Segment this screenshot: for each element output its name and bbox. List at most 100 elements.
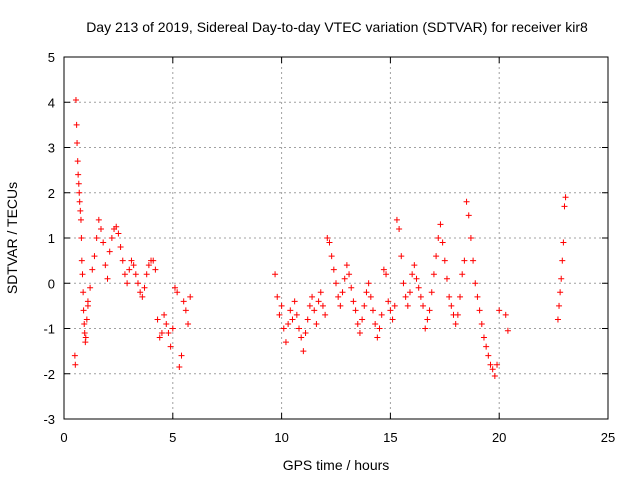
- data-point: [383, 271, 390, 278]
- data-point: [79, 271, 86, 278]
- data-point: [113, 223, 120, 230]
- data-point: [306, 302, 313, 309]
- data-point: [296, 325, 303, 332]
- data-point: [126, 266, 133, 273]
- data-point: [311, 307, 318, 314]
- data-point: [457, 293, 464, 300]
- data-point: [487, 361, 494, 368]
- data-point: [474, 293, 481, 300]
- data-point: [104, 275, 111, 282]
- data-point: [71, 352, 78, 359]
- data-point: [276, 311, 283, 318]
- data-point: [80, 307, 87, 314]
- y-tick-label: 4: [48, 95, 55, 110]
- data-point: [322, 311, 329, 318]
- data-point: [91, 253, 98, 260]
- data-point: [178, 352, 185, 359]
- data-point: [348, 284, 355, 291]
- data-point: [93, 235, 100, 241]
- data-point: [452, 320, 459, 327]
- data-point: [143, 271, 150, 278]
- data-point: [163, 320, 170, 327]
- data-point: [561, 203, 568, 210]
- data-point: [380, 266, 387, 273]
- data-point: [443, 275, 450, 282]
- x-axis-ticks: 0 5 10 15 20 25: [60, 57, 615, 445]
- data-point: [441, 257, 448, 264]
- data-point: [391, 302, 398, 309]
- data-point: [124, 280, 131, 287]
- data-point: [485, 352, 492, 359]
- data-point: [154, 316, 161, 323]
- data-point: [558, 275, 565, 282]
- data-point: [411, 262, 418, 269]
- data-point: [278, 302, 285, 309]
- data-point: [428, 289, 435, 296]
- data-point: [554, 316, 561, 323]
- data-point: [134, 280, 141, 287]
- data-point: [367, 293, 374, 300]
- data-point: [302, 330, 309, 337]
- data-point: [272, 271, 279, 278]
- data-point: [557, 289, 564, 296]
- data-point: [167, 343, 174, 350]
- data-point: [459, 271, 466, 278]
- data-point: [337, 302, 344, 309]
- data-point: [130, 262, 137, 269]
- data-point: [87, 284, 94, 291]
- grid-lines: [64, 57, 608, 419]
- data-point: [317, 289, 324, 296]
- data-point: [72, 361, 79, 368]
- data-point: [424, 316, 431, 323]
- data-point: [158, 330, 165, 337]
- data-point: [81, 320, 88, 327]
- data-point: [433, 253, 440, 260]
- data-point: [374, 334, 381, 341]
- data-point: [152, 266, 159, 273]
- data-point: [467, 235, 474, 241]
- y-tick-label: -1: [43, 322, 55, 337]
- data-point: [389, 316, 396, 323]
- data-point: [76, 189, 83, 196]
- data-point: [491, 373, 498, 380]
- data-point: [150, 257, 157, 264]
- data-point: [187, 293, 194, 300]
- data-point: [426, 307, 433, 314]
- x-tick-label: 0: [60, 430, 67, 445]
- data-point: [72, 96, 79, 103]
- data-point: [369, 307, 376, 314]
- x-tick-label: 15: [383, 430, 397, 445]
- data-point: [385, 298, 392, 305]
- data-point: [420, 302, 427, 309]
- data-point: [171, 284, 178, 291]
- x-tick-label: 10: [274, 430, 288, 445]
- data-point: [494, 361, 501, 368]
- data-point: [361, 302, 368, 309]
- data-point: [137, 289, 144, 296]
- data-point: [280, 325, 287, 332]
- data-point: [169, 325, 176, 332]
- data-point: [437, 221, 444, 228]
- data-point: [335, 293, 342, 300]
- data-point: [95, 216, 102, 223]
- y-tick-label: 0: [48, 276, 55, 291]
- data-point: [274, 293, 281, 300]
- data-point: [75, 171, 82, 178]
- data-points: [71, 96, 569, 380]
- data-point: [448, 302, 455, 309]
- data-point: [333, 280, 339, 287]
- data-point: [132, 271, 139, 278]
- data-point: [562, 194, 569, 201]
- data-point: [356, 330, 363, 337]
- data-point: [350, 298, 357, 305]
- data-point: [309, 293, 316, 300]
- y-tick-label: -2: [43, 367, 55, 382]
- data-point: [402, 293, 409, 300]
- data-point: [319, 302, 326, 309]
- data-point: [81, 330, 88, 337]
- data-point: [406, 289, 413, 296]
- data-point: [324, 235, 331, 241]
- data-point: [422, 325, 429, 332]
- data-point: [78, 235, 85, 241]
- data-point: [409, 271, 416, 278]
